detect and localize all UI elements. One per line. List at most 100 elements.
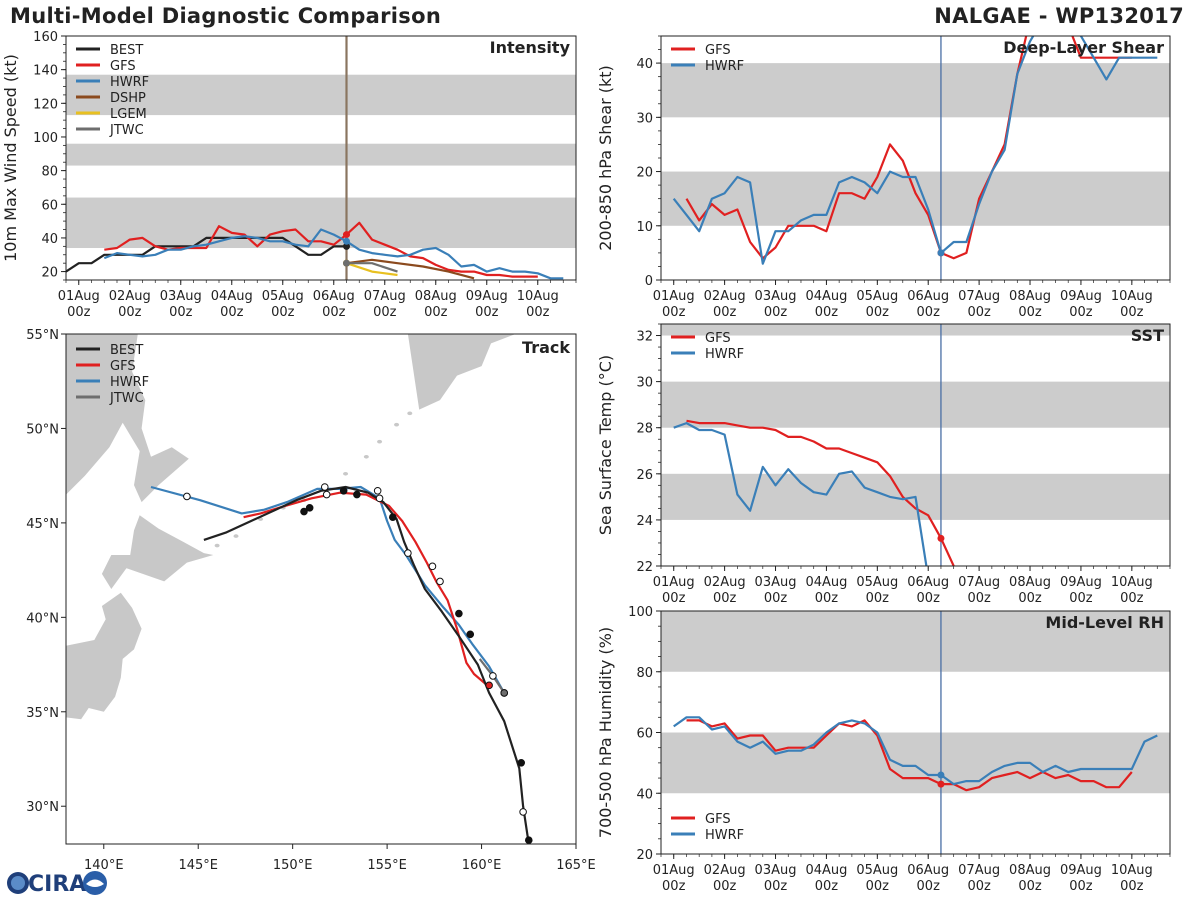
- rh-title: Mid-Level RH: [1045, 613, 1164, 632]
- shear-band-1: [661, 63, 1170, 118]
- intensity-xtick-label: 09Aug: [466, 289, 508, 304]
- sst-ytick-label: 22: [636, 560, 653, 575]
- sst-ytick-label: 26: [636, 468, 653, 483]
- shear-xtick-sublabel: 00z: [815, 305, 839, 320]
- rh-xtick-sublabel: 00z: [662, 879, 686, 894]
- track-marker-best-1: [519, 808, 527, 816]
- track-ytick-label: 30°N: [26, 800, 59, 815]
- track-xtick-label: 155°E: [367, 858, 407, 873]
- rh-xtick-sublabel: 00z: [866, 879, 890, 894]
- track-marker-hwrf-1: [489, 672, 497, 680]
- sst-xtick-label: 10Aug: [1111, 575, 1153, 590]
- sst-title: SST: [1131, 326, 1164, 345]
- sst-xtick-sublabel: 00z: [713, 591, 737, 606]
- intensity-xtick-label: 10Aug: [517, 289, 559, 304]
- track-marker-best-8: [305, 503, 314, 512]
- track-ytick-label: 50°N: [26, 422, 59, 437]
- track-xtick-label: 150°E: [273, 858, 313, 873]
- shear-xtick-label: 02Aug: [704, 289, 746, 304]
- intensity-series-group: [66, 221, 564, 280]
- intensity-xtick-label: 03Aug: [160, 289, 202, 304]
- intensity-xtick-label: 01Aug: [58, 289, 100, 304]
- kuril-island-10: [407, 411, 413, 416]
- shear-title: Deep-Layer Shear: [1003, 38, 1164, 57]
- shear-xtick-sublabel: 00z: [764, 305, 788, 320]
- sst-xtick-label: 06Aug: [907, 575, 949, 590]
- track-ytick-label: 35°N: [26, 706, 59, 721]
- track-marker-hwrf-7: [322, 490, 331, 499]
- kuril-island-9: [394, 422, 400, 427]
- intensity-xtick-sublabel: 00z: [220, 305, 244, 320]
- track-panel: 140°E 145°E 150°E 155°E 160°E 165°E 30°N 35°N 40…: [26, 328, 596, 873]
- intensity-xtick-sublabel: 00z: [526, 305, 550, 320]
- rh-marker-hwrf: [937, 771, 945, 779]
- rh-marker-gfs: [937, 780, 945, 788]
- intensity-marker-best: [343, 242, 350, 250]
- storm-id-title: NALGAE - WP132017: [934, 4, 1184, 28]
- track-series-group: [150, 483, 533, 844]
- sst-band-2: [661, 324, 1170, 336]
- sst-xtick-sublabel: 00z: [1018, 591, 1042, 606]
- intensity-series-lgem: [346, 262, 398, 277]
- sst-xtick-label: 02Aug: [704, 575, 746, 590]
- intensity-series-jtwc: [346, 262, 398, 273]
- sst-legend-label-gfs: GFS: [705, 331, 731, 346]
- intensity-xtick-sublabel: 00z: [271, 305, 295, 320]
- track-marker-hwrf-6: [373, 486, 382, 495]
- track-marker-hwrf-3: [428, 562, 437, 571]
- intensity-ylabel: 10m Max Wind Speed (kt): [1, 54, 20, 262]
- shear-xtick-label: 04Aug: [805, 289, 847, 304]
- shear-xtick-label: 06Aug: [907, 289, 949, 304]
- sst-series-group: [673, 419, 955, 566]
- intensity-xtick-sublabel: 00z: [118, 305, 142, 320]
- intensity-xtick-label: 04Aug: [211, 289, 253, 304]
- intensity-xtick-sublabel: 00z: [169, 305, 193, 320]
- rh-xtick-label: 08Aug: [1009, 863, 1051, 878]
- sst-xtick-sublabel: 00z: [815, 591, 839, 606]
- shear-legend-label-gfs: GFS: [705, 43, 731, 58]
- intensity-xtick-label: 08Aug: [415, 289, 457, 304]
- shear-marker-hwrf: [937, 249, 945, 257]
- sst-ytick-label: 28: [636, 422, 653, 437]
- track-marker-best-6: [353, 490, 361, 499]
- shear-xtick-label: 08Aug: [1009, 289, 1051, 304]
- kuril-island-1: [233, 534, 239, 538]
- shear-xtick-label: 07Aug: [958, 289, 1000, 304]
- rh-xtick-label: 03Aug: [755, 863, 797, 878]
- rh-series-hwrf: [673, 716, 1158, 786]
- intensity-legend-label-gfs: GFS: [110, 59, 136, 74]
- intensity-band-1: [66, 143, 576, 166]
- shear-xtick-label: 05Aug: [856, 289, 898, 304]
- cira-logo-text: CIRA: [28, 872, 86, 897]
- sst-xtick-label: 09Aug: [1060, 575, 1102, 590]
- shear-legend-label-hwrf: HWRF: [705, 59, 744, 74]
- sst-panel: 22242628303201Aug00z02Aug00z03Aug00z04Au…: [596, 323, 1171, 606]
- sst-series-gfs: [686, 419, 955, 566]
- track-marker-hwrf-8: [320, 483, 329, 491]
- rh-ytick-label: 80: [636, 666, 653, 681]
- rh-xtick-sublabel: 00z: [1120, 879, 1144, 894]
- sst-plot-area: [661, 324, 1170, 566]
- rh-band-1: [661, 611, 1170, 672]
- rh-legend-label-hwrf: HWRF: [705, 828, 744, 843]
- sst-series-hwrf: [673, 422, 928, 566]
- rh-ytick-label: 60: [636, 727, 653, 742]
- sst-xtick-label: 04Aug: [805, 575, 847, 590]
- sst-xtick-label: 05Aug: [856, 575, 898, 590]
- shear-series-hwrf: [672, 36, 1158, 265]
- sst-xtick-label: 07Aug: [958, 575, 1000, 590]
- intensity-marker-gfs: [343, 231, 350, 239]
- track-xtick-label: 140°E: [84, 858, 124, 873]
- sst-legend-label-hwrf: HWRF: [705, 347, 744, 362]
- track-marker-best-4: [455, 609, 463, 618]
- track-marker-best-9: [300, 507, 308, 516]
- track-line-best: [203, 485, 530, 844]
- track-ytick-label: 40°N: [26, 611, 59, 626]
- track-xtick-label: 160°E: [462, 858, 502, 873]
- rh-xtick-label: 01Aug: [653, 863, 695, 878]
- sst-xtick-sublabel: 00z: [662, 591, 686, 606]
- track-marker-best-5: [388, 513, 397, 522]
- intensity-xtick-sublabel: 00z: [322, 305, 346, 320]
- kuril-island-7: [363, 454, 369, 459]
- intensity-ytick-label: 120: [33, 97, 58, 112]
